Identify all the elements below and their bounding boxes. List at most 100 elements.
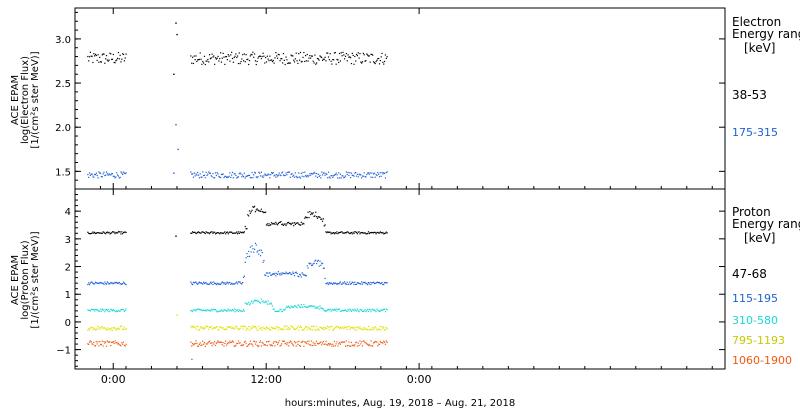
electron-series-2-point bbox=[104, 174, 106, 177]
electron-series-1-point bbox=[288, 62, 291, 64]
proton-series-3-point bbox=[266, 303, 268, 305]
proton-series-4-point bbox=[225, 329, 227, 331]
proton-series-5-point bbox=[90, 341, 92, 343]
electron-series-1-point bbox=[109, 52, 111, 54]
proton-series-5-point bbox=[285, 342, 287, 344]
proton-series-4-point bbox=[352, 328, 354, 330]
proton-series-1-point bbox=[254, 211, 257, 213]
electron-series-2-point bbox=[112, 175, 114, 177]
proton-series-3-point bbox=[332, 309, 334, 311]
electron-series-1-point bbox=[361, 62, 363, 64]
proton-series-1-point bbox=[196, 232, 198, 234]
proton-series-1-point bbox=[265, 211, 267, 213]
electron-series-1-point bbox=[215, 58, 217, 60]
proton-series-2-point bbox=[204, 282, 206, 284]
electron-series-2-point bbox=[284, 174, 286, 177]
electron-series-1-point bbox=[299, 59, 301, 61]
proton-series-3-point bbox=[337, 308, 339, 310]
proton-series-4-point bbox=[235, 325, 237, 327]
proton-series-5-point bbox=[279, 345, 281, 347]
electron-series-1-point bbox=[319, 55, 321, 57]
electron-series-1-point bbox=[248, 63, 250, 66]
proton-series-4-point bbox=[122, 328, 125, 330]
proton-series-4-point bbox=[370, 329, 372, 331]
proton-series-1-point bbox=[337, 233, 339, 235]
proton-series-5-point bbox=[295, 345, 297, 347]
proton-series-3-point bbox=[240, 310, 242, 312]
proton-series-5-point bbox=[193, 343, 195, 345]
proton-series-2-point bbox=[195, 281, 197, 283]
proton-series-2-point bbox=[356, 282, 359, 284]
electron-series-2-point bbox=[190, 171, 192, 173]
proton-series-4-point bbox=[219, 326, 221, 328]
proton-series-1-point bbox=[364, 232, 366, 234]
electron-series-1-point bbox=[310, 57, 312, 59]
proton-series-1-point bbox=[242, 231, 244, 233]
electron-series-1-point bbox=[370, 53, 372, 55]
electron-series-2-point bbox=[311, 173, 313, 175]
proton-series-4-point bbox=[376, 329, 378, 331]
proton-series-1-point bbox=[316, 216, 318, 218]
proton-series-3-point bbox=[383, 308, 386, 310]
proton-series-3-point bbox=[302, 306, 304, 308]
proton-series-4-point bbox=[328, 329, 330, 331]
proton-series-3-point bbox=[96, 308, 98, 311]
proton-series-2-point bbox=[99, 281, 102, 284]
proton-series-3-point bbox=[272, 308, 274, 310]
electron-series-1-point bbox=[101, 54, 103, 56]
electron-series-1-point bbox=[194, 59, 196, 61]
proton-series-2-point bbox=[190, 281, 192, 283]
proton-series-4-point bbox=[92, 328, 94, 331]
proton-series-5-point bbox=[338, 343, 340, 345]
electron-series-1-point bbox=[105, 54, 108, 57]
electron-series-2-point bbox=[320, 177, 322, 179]
electron-series-2-point bbox=[266, 174, 268, 176]
proton-series-2-point bbox=[121, 283, 123, 285]
proton-series-5-point bbox=[253, 341, 256, 343]
proton-series-2-point bbox=[203, 281, 205, 283]
proton-series-3-point bbox=[231, 310, 233, 312]
proton-series-2-point bbox=[346, 281, 348, 283]
proton-series-4-point bbox=[281, 329, 283, 331]
proton-series-2-point bbox=[257, 250, 259, 252]
proton-series-4-point bbox=[302, 328, 304, 331]
proton-series-2-point bbox=[222, 282, 224, 284]
proton-series-4-point bbox=[231, 327, 233, 329]
proton-series-1-point bbox=[320, 218, 322, 220]
proton-series-2-point bbox=[253, 251, 255, 253]
electron-series-2-point bbox=[225, 175, 227, 178]
electron-series-1-point bbox=[214, 57, 217, 59]
proton-series-4-point bbox=[346, 328, 348, 330]
proton-series-5-point bbox=[364, 342, 366, 344]
electron-series-2-point bbox=[345, 171, 347, 173]
electron-series-2-point bbox=[310, 174, 312, 176]
proton-series-1-point bbox=[113, 231, 115, 233]
electron-data-points bbox=[87, 22, 388, 179]
proton-series-3-point bbox=[264, 301, 266, 303]
electron-series-2-point bbox=[218, 175, 220, 178]
proton-series-2-point bbox=[256, 251, 258, 253]
proton-series-5-point bbox=[89, 340, 91, 342]
proton-series-3-point bbox=[350, 309, 352, 311]
proton-series-1-point bbox=[309, 211, 311, 213]
proton-series-1-point bbox=[110, 232, 112, 234]
electron-series-2-point bbox=[333, 175, 335, 177]
electron-series-1-point bbox=[375, 60, 377, 63]
proton-series-1-point bbox=[276, 224, 279, 226]
proton-series-2-point bbox=[342, 282, 344, 284]
proton-series-5-point bbox=[361, 345, 364, 347]
proton-series-2-point bbox=[124, 283, 126, 285]
proton-series-2-point bbox=[224, 282, 226, 284]
proton-series-4-point bbox=[194, 326, 196, 329]
proton-series-2-point bbox=[88, 284, 91, 286]
proton-series-5-point bbox=[272, 342, 274, 344]
proton-series-5-point bbox=[217, 340, 219, 342]
proton-series-4-point bbox=[379, 325, 381, 328]
proton-series-3-point bbox=[245, 302, 247, 304]
proton-series-2-point bbox=[193, 282, 195, 284]
proton-series-4-point bbox=[309, 327, 311, 329]
proton-series-1-point bbox=[272, 223, 274, 225]
proton-series-4-point bbox=[383, 329, 386, 331]
electron-series-2-point bbox=[290, 173, 292, 175]
electron-series-2-point bbox=[352, 174, 354, 176]
